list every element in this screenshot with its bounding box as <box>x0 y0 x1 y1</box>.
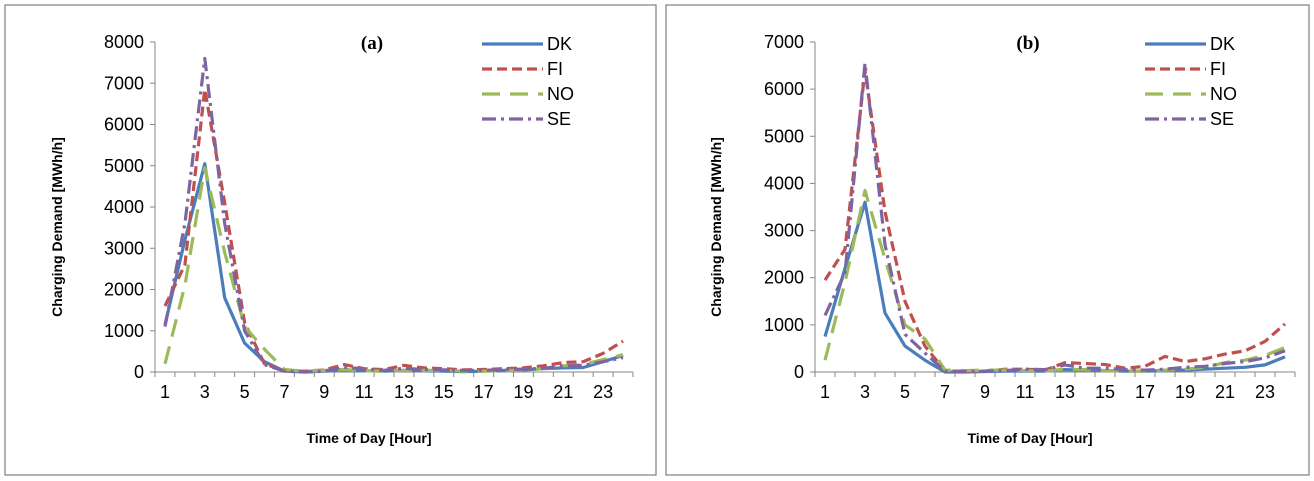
legend-label-no: NO <box>1210 84 1237 104</box>
series-line-se <box>823 61 1286 374</box>
x-tick-label: 17 <box>1135 382 1155 402</box>
x-tick-label: 1 <box>160 382 170 402</box>
x-tick-label: 7 <box>940 382 950 402</box>
x-tick-label: 11 <box>355 382 374 402</box>
y-tick-label: 2000 <box>104 280 144 300</box>
y-tick-label: 6000 <box>104 115 144 135</box>
x-tick-label: 15 <box>434 382 454 402</box>
x-tick-label: 19 <box>1175 382 1195 402</box>
legend-label-se: SE <box>547 109 571 129</box>
x-axis-title: Time of Day [Hour] <box>307 430 432 446</box>
x-tick-label: 1 <box>820 382 830 402</box>
x-tick-label: 23 <box>1255 382 1275 402</box>
series-line-dk <box>823 200 1286 374</box>
x-tick-label: 11 <box>1016 382 1035 402</box>
legend-label-fi: FI <box>547 59 563 79</box>
y-tick-label: 2000 <box>764 268 804 288</box>
x-axis-title: Time of Day [Hour] <box>968 430 1093 446</box>
y-axis-title: Charging Demand [MWh/h] <box>708 137 724 317</box>
x-tick-label: 13 <box>394 382 414 402</box>
legend-label-dk: DK <box>547 34 572 54</box>
x-tick-label: 23 <box>593 382 613 402</box>
y-tick-label: 6000 <box>764 79 804 99</box>
series-line-dk <box>163 162 624 374</box>
y-tick-label: 3000 <box>104 238 144 258</box>
x-tick-label: 9 <box>319 382 329 402</box>
x-tick-label: 5 <box>240 382 250 402</box>
x-tick-label: 21 <box>553 382 573 402</box>
y-axis-title: Charging Demand [MWh/h] <box>49 137 65 317</box>
x-tick-label: 7 <box>279 382 289 402</box>
series-line-fi <box>823 68 1287 373</box>
y-tick-label: 0 <box>794 362 804 382</box>
y-tick-label: 0 <box>134 362 144 382</box>
panel-label: (b) <box>1016 33 1039 54</box>
chart-area-border <box>665 4 1310 476</box>
legend-label-dk: DK <box>1210 34 1235 54</box>
legend-label-no: NO <box>547 84 574 104</box>
x-tick-label: 5 <box>900 382 910 402</box>
x-tick-label: 13 <box>1055 382 1075 402</box>
y-tick-label: 1000 <box>764 315 804 335</box>
y-tick-label: 4000 <box>104 197 144 217</box>
panel-label: (a) <box>361 33 383 54</box>
series-line-no <box>163 166 624 373</box>
x-tick-label: 17 <box>474 382 494 402</box>
series-line-fi <box>163 87 624 373</box>
chart-area-border <box>4 4 657 476</box>
x-tick-label: 9 <box>980 382 990 402</box>
y-tick-label: 8000 <box>104 32 144 52</box>
series-line-se <box>163 56 624 374</box>
x-tick-label: 3 <box>860 382 870 402</box>
x-tick-label: 15 <box>1095 382 1115 402</box>
y-tick-label: 7000 <box>764 32 804 52</box>
y-tick-label: 5000 <box>764 126 804 146</box>
y-tick-label: 1000 <box>104 321 144 341</box>
y-tick-label: 7000 <box>104 73 144 93</box>
y-tick-label: 5000 <box>104 156 144 176</box>
x-tick-label: 21 <box>1215 382 1235 402</box>
legend-label-se: SE <box>1210 109 1234 129</box>
legend-label-fi: FI <box>1210 59 1226 79</box>
y-tick-label: 3000 <box>764 221 804 241</box>
y-tick-label: 4000 <box>764 173 804 193</box>
series-line-no <box>823 188 1286 373</box>
x-tick-label: 3 <box>200 382 210 402</box>
x-tick-label: 19 <box>513 382 533 402</box>
